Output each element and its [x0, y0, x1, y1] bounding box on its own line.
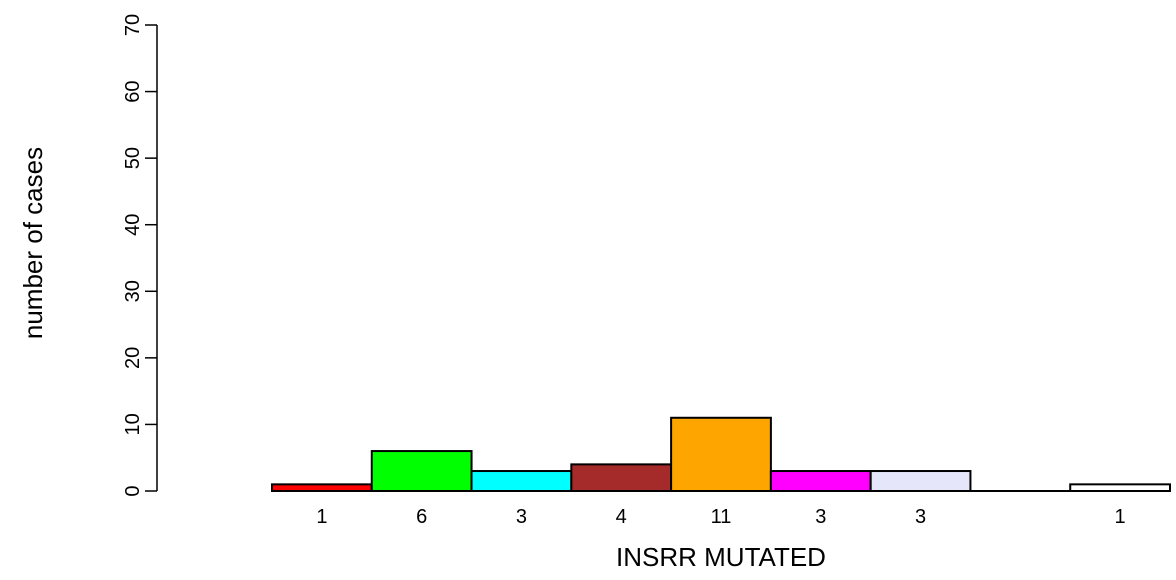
y-tick-label: 70	[122, 14, 144, 36]
bar-count-label: 4	[616, 506, 627, 528]
bar	[570, 463, 673, 492]
bar	[1069, 483, 1171, 493]
y-tick-label: 40	[122, 214, 144, 236]
y-tick-label: 30	[122, 280, 144, 302]
bar	[370, 450, 473, 492]
y-axis: 0 10 20 30 40 50 60 70	[122, 14, 158, 497]
y-tick-label: 0	[122, 485, 144, 496]
y-axis-title: number of cases	[18, 147, 48, 339]
x-axis-title: INSRR MUTATED	[616, 542, 826, 572]
y-tick-label: 50	[122, 147, 144, 169]
x-tick-labels: 1 6 3 4 11 3 3 1	[316, 506, 1125, 528]
bar	[769, 470, 872, 492]
y-tick-label: 60	[122, 80, 144, 102]
bar	[869, 470, 972, 492]
bar-count-label: 6	[416, 506, 427, 528]
bar-count-label: 3	[915, 506, 926, 528]
bar	[271, 483, 373, 493]
y-tick-label: 20	[122, 347, 144, 369]
bar-count-label: 1	[1115, 506, 1126, 528]
y-tick-label: 10	[122, 413, 144, 435]
bar-count-label: 1	[316, 506, 327, 528]
bars	[271, 416, 1171, 493]
bar-count-label: 11	[711, 506, 732, 528]
bar	[470, 470, 573, 492]
bar-count-label: 3	[516, 506, 527, 528]
bar-count-label: 3	[815, 506, 826, 528]
bar	[670, 416, 772, 492]
